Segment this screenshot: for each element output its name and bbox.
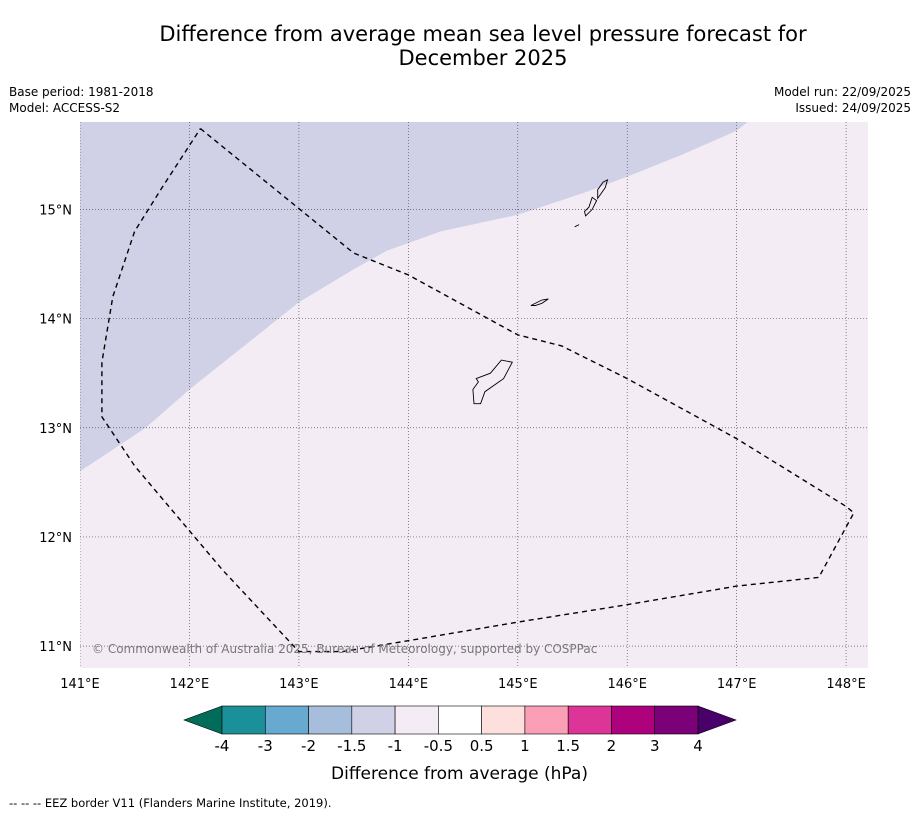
colorbar-bin bbox=[351, 705, 396, 735]
lon-tick-label: 146°E bbox=[607, 677, 647, 692]
colorbar-tick-label: 4 bbox=[693, 737, 703, 755]
title-line-2: December 2025 bbox=[398, 46, 568, 70]
colorbar-bin bbox=[654, 705, 699, 735]
eez-border bbox=[101, 128, 855, 653]
colorbar-tick-label: -1.5 bbox=[337, 737, 366, 755]
title-line-1: Difference from average mean sea level p… bbox=[159, 22, 807, 46]
colorbar-tick-label: 1 bbox=[520, 737, 530, 755]
colorbar-bin bbox=[481, 705, 526, 735]
map-plot-area: © Commonwealth of Australia 2025, Bureau… bbox=[80, 122, 868, 668]
anomaly-region-below bbox=[80, 122, 748, 472]
lat-tick-label: 11°N bbox=[39, 640, 72, 655]
lat-tick-label: 14°N bbox=[39, 313, 72, 328]
meta-right: Model run: 22/09/2025 Issued: 24/09/2025 bbox=[774, 84, 911, 116]
lon-tick-label: 142°E bbox=[170, 677, 210, 692]
colorbar-bin bbox=[221, 705, 266, 735]
island-outline bbox=[530, 298, 549, 306]
colorbar-tick-label: -2 bbox=[301, 737, 316, 755]
island-outline bbox=[472, 359, 513, 405]
colorbar-tick-label: -3 bbox=[258, 737, 273, 755]
copyright-text: © Commonwealth of Australia 2025, Bureau… bbox=[92, 642, 597, 656]
colorbar-extend-under bbox=[183, 705, 223, 735]
lat-tick-label: 12°N bbox=[39, 531, 72, 546]
lon-tick-label: 144°E bbox=[389, 677, 429, 692]
lon-tick-label: 148°E bbox=[826, 677, 866, 692]
colorbar-bin bbox=[394, 705, 439, 735]
map-axes: 141°E 142°E 143°E 144°E 145°E 146°E 147°E 148°E… bbox=[39, 203, 866, 692]
map-title: Difference from average mean sea level p… bbox=[80, 22, 886, 70]
lon-tick-label: 145°E bbox=[498, 677, 538, 692]
island-outline bbox=[597, 179, 609, 200]
lon-tick-label: 147°E bbox=[717, 677, 757, 692]
colorbar-tick-label: -1 bbox=[388, 737, 403, 755]
base-period: Base period: 1981-2018 bbox=[9, 85, 154, 99]
colorbar-label: Difference from average (hPa) bbox=[331, 764, 588, 784]
colorbar-bin bbox=[524, 705, 569, 735]
colorbar-extend-over bbox=[697, 705, 737, 735]
colorbar-tick-label: 1.5 bbox=[556, 737, 580, 755]
island-outline bbox=[584, 196, 598, 217]
eez-footer-note: -- -- -- EEZ border V11 (Flanders Marine… bbox=[9, 796, 332, 810]
colorbar-tick-label: 0.5 bbox=[470, 737, 494, 755]
colorbar-bin bbox=[438, 705, 482, 735]
lon-tick-label: 141°E bbox=[60, 677, 100, 692]
colorbar: -4 -3 -2 -1.5 -1 -0.5 0.5 1 1.5 2 3 4 bbox=[183, 705, 737, 755]
colorbar-bin bbox=[567, 705, 612, 735]
island-outline bbox=[574, 224, 580, 228]
colorbar-tick-label: -0.5 bbox=[424, 737, 453, 755]
issued-date: Issued: 24/09/2025 bbox=[795, 101, 911, 115]
colorbar-tick-label: -4 bbox=[215, 737, 230, 755]
colorbar-bin bbox=[308, 705, 353, 735]
colorbar-bin bbox=[264, 705, 309, 735]
lat-tick-label: 15°N bbox=[39, 203, 72, 218]
model-run: Model run: 22/09/2025 bbox=[773, 85, 911, 99]
lat-tick-label: 13°N bbox=[39, 422, 72, 437]
map-figure: © Commonwealth of Australia 2025, Bureau… bbox=[39, 122, 868, 755]
colorbar-tick-label: 3 bbox=[650, 737, 660, 755]
colorbar-tick-label: 2 bbox=[607, 737, 617, 755]
model-name: Model: ACCESS-S2 bbox=[9, 101, 121, 115]
colorbar-bin bbox=[611, 705, 656, 735]
meta-left: Base period: 1981-2018 Model: ACCESS-S2 bbox=[9, 84, 154, 116]
lon-tick-label: 143°E bbox=[279, 677, 319, 692]
